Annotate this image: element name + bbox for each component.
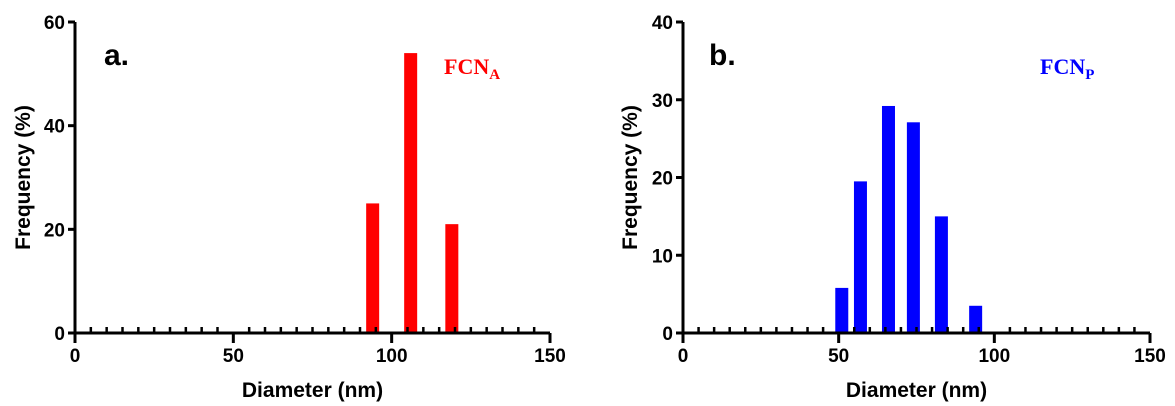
- bar: [906, 122, 920, 333]
- y-tick-label: 20: [652, 169, 673, 190]
- y-tick-label: 40: [652, 13, 673, 34]
- y-axis-title: Frequency (%): [619, 105, 642, 250]
- y-tick-label: 30: [652, 91, 673, 112]
- series-label-main: FCN: [444, 54, 489, 79]
- x-tick-label: 0: [70, 346, 81, 367]
- x-tick-label: 150: [1134, 346, 1166, 367]
- panel-label: a.: [104, 39, 129, 72]
- y-tick-label: 40: [44, 117, 65, 138]
- x-tick-label: 100: [376, 346, 408, 367]
- panel-label: b.: [709, 39, 736, 72]
- bar: [934, 216, 948, 333]
- series-label-subscript: A: [489, 67, 500, 83]
- series-label-subscript: P: [1085, 67, 1094, 83]
- bar: [853, 181, 867, 333]
- bar: [445, 224, 459, 333]
- x-tick-label: 150: [534, 346, 566, 367]
- bar: [404, 53, 418, 333]
- y-tick-label: 0: [54, 324, 65, 345]
- chart-panel-a: 0 20 40 60 0 50 100 150 Diameter (nm) Frequency (…: [12, 13, 566, 402]
- y-axis-title: Frequency (%): [12, 105, 35, 250]
- x-axis-title: Diameter (nm): [846, 379, 987, 402]
- series-label: FCNA: [444, 54, 500, 83]
- x-tick-label: 50: [223, 346, 244, 367]
- chart-panel-b: 0 10 20 30 40 0 50 100 150 Diameter (nm) Frequency…: [619, 13, 1166, 402]
- bar: [881, 105, 895, 333]
- series-label-main: FCN: [1040, 54, 1085, 79]
- x-axis-title: Diameter (nm): [242, 379, 383, 402]
- y-tick-label: 10: [652, 246, 673, 267]
- y-tick-label: 60: [44, 13, 65, 34]
- bar: [835, 287, 849, 333]
- y-tick-label: 20: [44, 220, 65, 241]
- series-label: FCNP: [1040, 54, 1094, 83]
- x-tick-label: 50: [828, 346, 849, 367]
- x-tick-label: 0: [678, 346, 689, 367]
- x-tick-label: 100: [978, 346, 1010, 367]
- y-tick-label: 0: [662, 324, 673, 345]
- bar: [366, 203, 380, 333]
- bar: [969, 305, 983, 333]
